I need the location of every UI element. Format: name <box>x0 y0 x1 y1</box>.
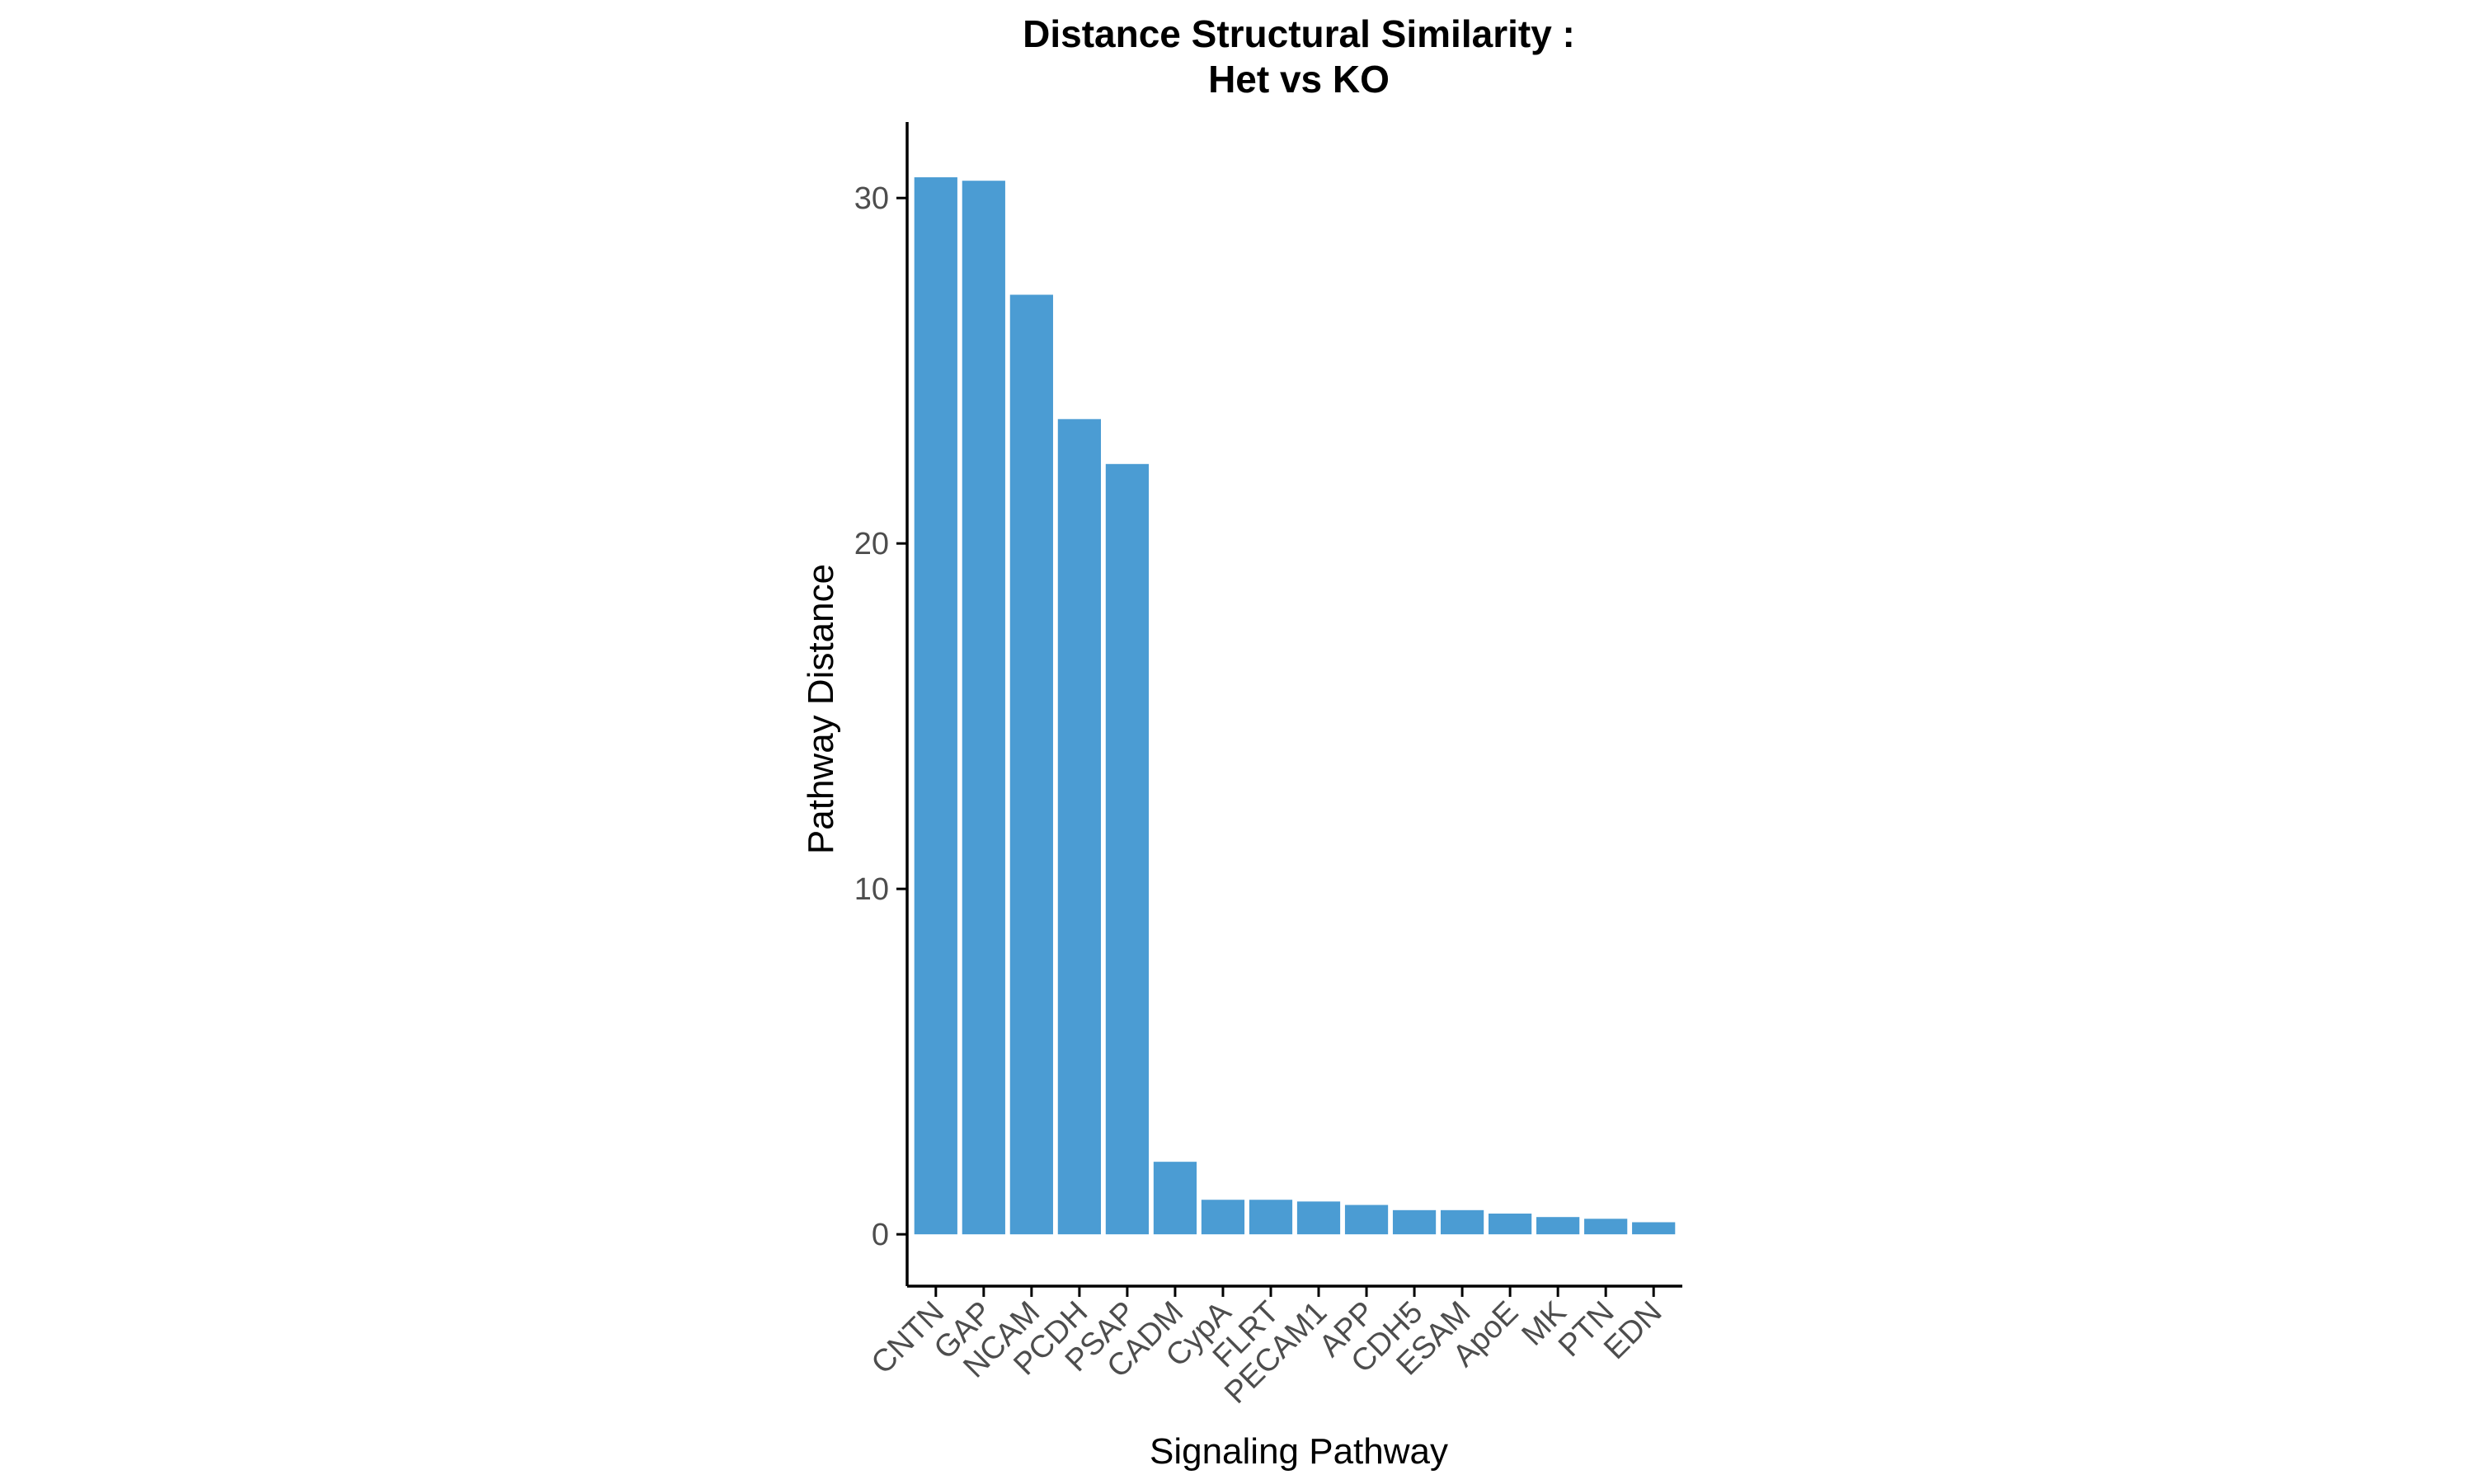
y-tick-label: 20 <box>854 527 889 561</box>
bar-cntn <box>914 177 957 1235</box>
bar-cdh5 <box>1392 1209 1437 1235</box>
bar-cadm <box>1153 1162 1197 1235</box>
bar-pecam1 <box>1296 1201 1341 1235</box>
y-tick-label: 10 <box>854 872 889 907</box>
y-axis-title: Pathway Distance <box>801 564 841 854</box>
bar-ptn <box>1584 1219 1628 1235</box>
bar-flrt <box>1249 1200 1293 1235</box>
bar-apoe <box>1489 1214 1532 1235</box>
bar-edn <box>1632 1222 1676 1235</box>
bar-gap <box>962 181 1005 1235</box>
chart-title-line-2: Het vs KO <box>1208 58 1390 101</box>
bar-ncam <box>1009 294 1053 1235</box>
x-axis-title: Signaling Pathway <box>1150 1431 1448 1472</box>
bars-layer <box>914 177 1676 1235</box>
y-axis-ticks: 0 10 20 30 <box>854 181 907 1252</box>
bar-mk <box>1536 1217 1580 1235</box>
bar-app <box>1344 1205 1389 1235</box>
y-tick-label: 0 <box>872 1218 889 1252</box>
bar-psap <box>1105 463 1150 1235</box>
bar-cypa <box>1201 1200 1245 1235</box>
bar-pcdh <box>1057 419 1101 1235</box>
chart-title-line-1: Distance Structural Similarity : <box>1023 12 1575 55</box>
bar-esam <box>1440 1209 1484 1235</box>
y-tick-label: 30 <box>854 181 889 216</box>
